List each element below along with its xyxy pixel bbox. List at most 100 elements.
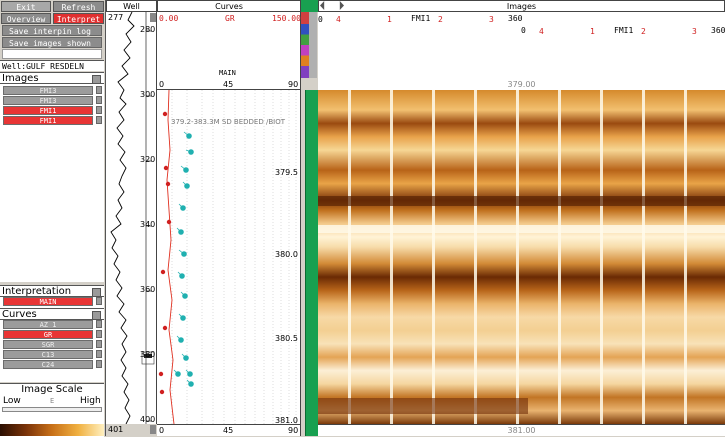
- image-checkbox-4[interactable]: [96, 116, 102, 124]
- image-checkbox-1[interactable]: [96, 86, 102, 94]
- dip-scale-start: 0: [159, 80, 165, 89]
- curve-item-c24[interactable]: C24: [3, 360, 93, 369]
- curve-checkbox-5[interactable]: [96, 360, 102, 368]
- depth-label-379-5: 379.5: [275, 168, 298, 177]
- row1-mark-2: 2: [438, 15, 443, 24]
- control-panel: Exit Refresh Overview Interpret Save int…: [0, 0, 106, 437]
- interpretation-section-title: Interpretation: [2, 286, 72, 297]
- color-swatch-strip: [301, 12, 309, 78]
- input-area[interactable]: [2, 49, 102, 59]
- well-depth-tick-280: 280: [140, 25, 156, 34]
- well-bottom-depth: 401: [108, 425, 124, 434]
- dip-scale-bottom-mid: 45: [223, 426, 234, 435]
- interpretation-section-header: Interpretation: [0, 285, 104, 297]
- image-scale-title: Image Scale: [21, 384, 83, 395]
- well-scroll-arrow-bottom-icon[interactable]: [150, 425, 156, 434]
- image-scale-mid: E: [50, 397, 55, 405]
- green-track-top: [301, 0, 318, 12]
- dip-scale-mid: 45: [223, 80, 234, 89]
- row1-mark-1: 1: [387, 15, 392, 24]
- row2-mark-2: 2: [641, 27, 646, 36]
- image-item-fmi3-b[interactable]: FMI3: [3, 96, 93, 105]
- image-item-fmi1-a[interactable]: FMI1: [3, 106, 93, 115]
- curves-bottom-bar: 0 45 90: [157, 424, 301, 436]
- curves-header-area: 0.00 GR 150.00 MAIN 0 45 90: [157, 12, 301, 90]
- curves-section-title: Curves: [2, 309, 37, 320]
- row2-mark-4: 4: [539, 27, 544, 36]
- well-track: 280 300 320 340 360 380 400: [106, 12, 157, 424]
- row1-mark-4: 4: [336, 15, 341, 24]
- row2-mark-1: 1: [590, 27, 595, 36]
- image-top-depth: 379.00: [507, 80, 536, 89]
- curve-item-gr[interactable]: GR: [3, 330, 93, 339]
- borehole-image[interactable]: [318, 90, 725, 424]
- curves-section-header: Curves: [0, 308, 104, 320]
- save-images-shown-button[interactable]: Save images shown: [2, 37, 102, 48]
- image-checkbox-2[interactable]: [96, 96, 102, 104]
- curves-collapse-icon[interactable]: [92, 311, 101, 320]
- curve-checkbox-3[interactable]: [96, 340, 102, 348]
- overview-button[interactable]: Overview: [1, 13, 51, 24]
- curve-item-sgr[interactable]: SGR: [3, 340, 93, 349]
- image-bottom-depth-bar: 381.00: [318, 424, 725, 436]
- image-bottom-depth: 381.00: [507, 426, 536, 435]
- row1-image-name: FMI1: [411, 14, 431, 23]
- image-white-band: [318, 225, 725, 233]
- well-log-svg: [110, 12, 155, 424]
- images-nav-icon[interactable]: [320, 1, 325, 10]
- depth-label-380-5: 380.5: [275, 334, 298, 343]
- image-item-fmi1-b[interactable]: FMI1: [3, 116, 93, 125]
- interpretation-collapse-icon[interactable]: [92, 288, 101, 297]
- well-scroll-arrow-icon[interactable]: [150, 13, 156, 22]
- image-scale-gradient: [0, 424, 104, 436]
- image-dark-streak-lower: [318, 398, 528, 414]
- curve-checkbox-1[interactable]: [96, 320, 102, 328]
- curve-max-value: 150.00: [272, 14, 301, 23]
- row2-mark-3: 3: [692, 27, 697, 36]
- image-checkbox-3[interactable]: [96, 106, 102, 114]
- well-depth-tick-300: 300: [140, 90, 156, 99]
- well-name-field: Well:GULF RESDELN: [0, 60, 104, 71]
- well-top-depth: 277: [108, 13, 124, 22]
- green-track-bar[interactable]: [305, 90, 318, 436]
- images-section-title: Images: [2, 73, 39, 84]
- image-scale-slider[interactable]: [2, 407, 102, 412]
- dip-scale-end: 90: [288, 80, 299, 89]
- row2-image-name: FMI1: [614, 26, 634, 35]
- row2-end: 360: [711, 26, 725, 35]
- well-track-header: Well: [106, 0, 157, 12]
- exit-button[interactable]: Exit: [1, 1, 51, 12]
- save-interp-log-button[interactable]: Save interpin log: [2, 25, 102, 36]
- curves-plot-area: 379.2-383.3M SD BEDDED /BIOT 379.5 380.0…: [157, 90, 301, 425]
- images-section-header: Images: [0, 72, 104, 84]
- well-depth-tick-360: 360: [140, 285, 156, 294]
- swatch-panel: [309, 12, 317, 78]
- curve-checkbox-4[interactable]: [96, 350, 102, 358]
- interpret-button[interactable]: Interpret: [53, 13, 104, 24]
- curve-checkbox-2[interactable]: [96, 330, 102, 338]
- curve-item-az1[interactable]: AZ 1: [3, 320, 93, 329]
- curve-item-c13[interactable]: C13: [3, 350, 93, 359]
- depth-label-381-0: 381.0: [275, 416, 298, 425]
- well-depth-tick-340: 340: [140, 220, 156, 229]
- images-track-header: Images: [318, 0, 725, 12]
- image-item-fmi3-a[interactable]: FMI3: [3, 86, 93, 95]
- images-nav-right-icon[interactable]: [339, 1, 344, 10]
- curve-min-value: 0.00: [159, 14, 179, 23]
- image-scale-low: Low: [3, 396, 21, 406]
- image-top-depth-bar: 379.00: [318, 80, 725, 90]
- interpretation-item-main[interactable]: MAIN: [3, 297, 93, 306]
- depth-label-380-0: 380.0: [275, 250, 298, 259]
- dip-plot-svg: [158, 90, 297, 424]
- dip-label: MAIN: [219, 69, 236, 77]
- image-scale-high: High: [80, 396, 101, 406]
- well-depth-tick-380: 380: [140, 350, 156, 359]
- well-depth-tick-400: 400: [140, 415, 156, 424]
- interpretation-annotation: 379.2-383.3M SD BEDDED /BIOT: [171, 118, 285, 126]
- curve-name: GR: [225, 14, 235, 23]
- dip-scale-bottom-end: 90: [288, 426, 299, 435]
- images-collapse-icon[interactable]: [92, 75, 101, 84]
- row2-start: 0: [521, 26, 526, 35]
- refresh-button[interactable]: Refresh: [53, 1, 104, 12]
- interpretation-checkbox[interactable]: [96, 297, 102, 305]
